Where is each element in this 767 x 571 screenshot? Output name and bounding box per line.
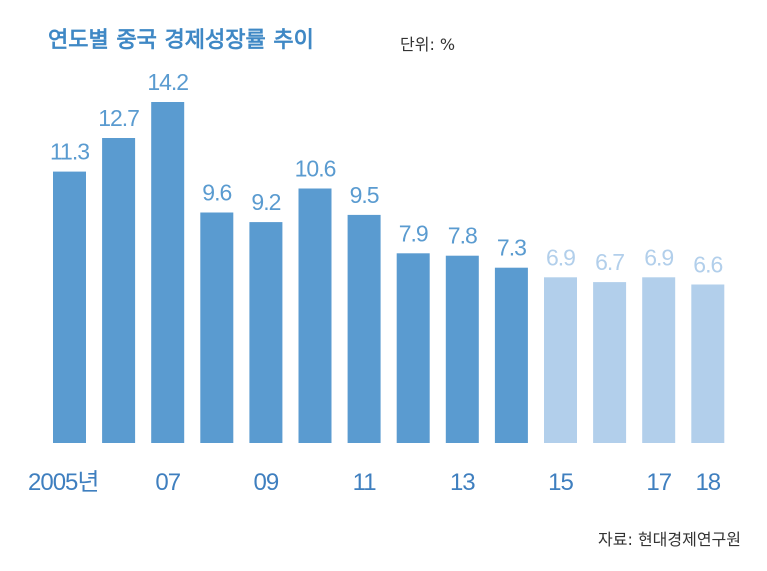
value-label-2016: 6.7: [595, 249, 624, 275]
bar-2005: [53, 171, 86, 443]
bar-2006: [102, 138, 136, 443]
x-tick-2017: 17: [646, 469, 671, 496]
bar-2007: [151, 102, 185, 443]
value-label-2009: 9.2: [251, 189, 280, 215]
value-label-2014: 7.3: [497, 235, 526, 261]
x-tick-2005: 2005년: [28, 469, 98, 496]
x-tick-2015: 15: [548, 469, 573, 496]
bar-2018: [691, 284, 725, 443]
bar-2015: [544, 277, 577, 443]
bar-2017: [642, 277, 676, 443]
value-label-2018: 6.6: [693, 252, 722, 278]
value-label-2015: 6.9: [546, 244, 575, 270]
unit-label: 단위: %: [400, 35, 456, 54]
value-label-2010: 10.6: [295, 156, 336, 182]
bar-2012: [396, 253, 430, 443]
bar-2016: [593, 282, 627, 443]
value-label-2013: 7.8: [448, 223, 477, 249]
x-tick-2011: 11: [353, 469, 377, 496]
bar-2014: [494, 267, 528, 443]
chart-title: 연도별 중국 경제성장률 추이: [48, 28, 314, 53]
source-note: 자료: 현대경제연구원: [598, 530, 741, 549]
bar-2011: [347, 214, 381, 443]
value-label-2005: 11.3: [50, 139, 89, 165]
x-tick-2018: 18: [695, 469, 720, 496]
bar-2010: [298, 188, 332, 443]
value-label-2007: 14.2: [147, 69, 188, 95]
bar-2013: [445, 255, 479, 443]
x-tick-2007: 07: [155, 469, 180, 496]
bar-chart: 11.3 2005년 12.7 14.2 07 9.6 9.2 09 10.6 9.5 11 7.9 7…: [28, 69, 725, 496]
bar-2009: [249, 222, 283, 443]
value-label-2008: 9.6: [202, 180, 231, 206]
value-label-2011: 9.5: [350, 182, 379, 208]
x-tick-2009: 09: [254, 469, 279, 496]
value-label-2012: 7.9: [399, 220, 428, 246]
bar-2008: [200, 212, 234, 443]
value-label-2006: 12.7: [98, 105, 139, 131]
x-tick-2013: 13: [450, 469, 475, 496]
value-label-2017: 6.9: [644, 244, 673, 270]
